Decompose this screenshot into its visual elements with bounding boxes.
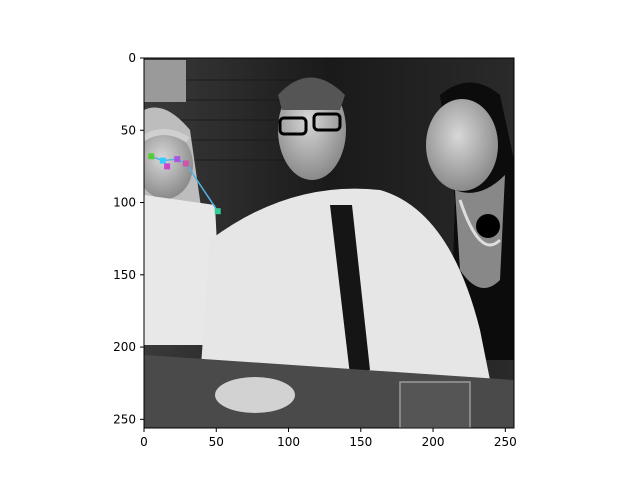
y-tick-label-4: 200 <box>113 340 136 354</box>
keypoint-0 <box>148 153 155 160</box>
x-tick-label-3: 150 <box>349 435 372 449</box>
y-tick-label-0: 0 <box>128 51 136 65</box>
x-axis: 0 50 100 150 200 250 <box>140 428 517 449</box>
y-tick-label-1: 50 <box>121 123 136 137</box>
keypoint-4 <box>182 160 189 167</box>
skeleton-line-4 <box>185 163 219 212</box>
keypoint-2 <box>164 163 171 170</box>
keypoint-5 <box>214 208 221 215</box>
x-tick-label-2: 100 <box>277 435 300 449</box>
axes-frame <box>143 57 515 429</box>
keypoint-1 <box>159 157 166 164</box>
x-tick-label-1: 50 <box>209 435 224 449</box>
keypoint-3 <box>174 156 181 163</box>
x-tick-label-5: 250 <box>494 435 517 449</box>
y-axis: 0 50 100 150 200 250 <box>113 51 144 426</box>
x-tick-label-4: 200 <box>422 435 445 449</box>
y-tick-label-5: 250 <box>113 412 136 426</box>
y-tick-label-3: 150 <box>113 268 136 282</box>
y-tick-label-2: 100 <box>113 196 136 210</box>
x-tick-label-0: 0 <box>140 435 148 449</box>
keypoint-markers <box>148 153 221 215</box>
photo-image <box>144 58 514 428</box>
